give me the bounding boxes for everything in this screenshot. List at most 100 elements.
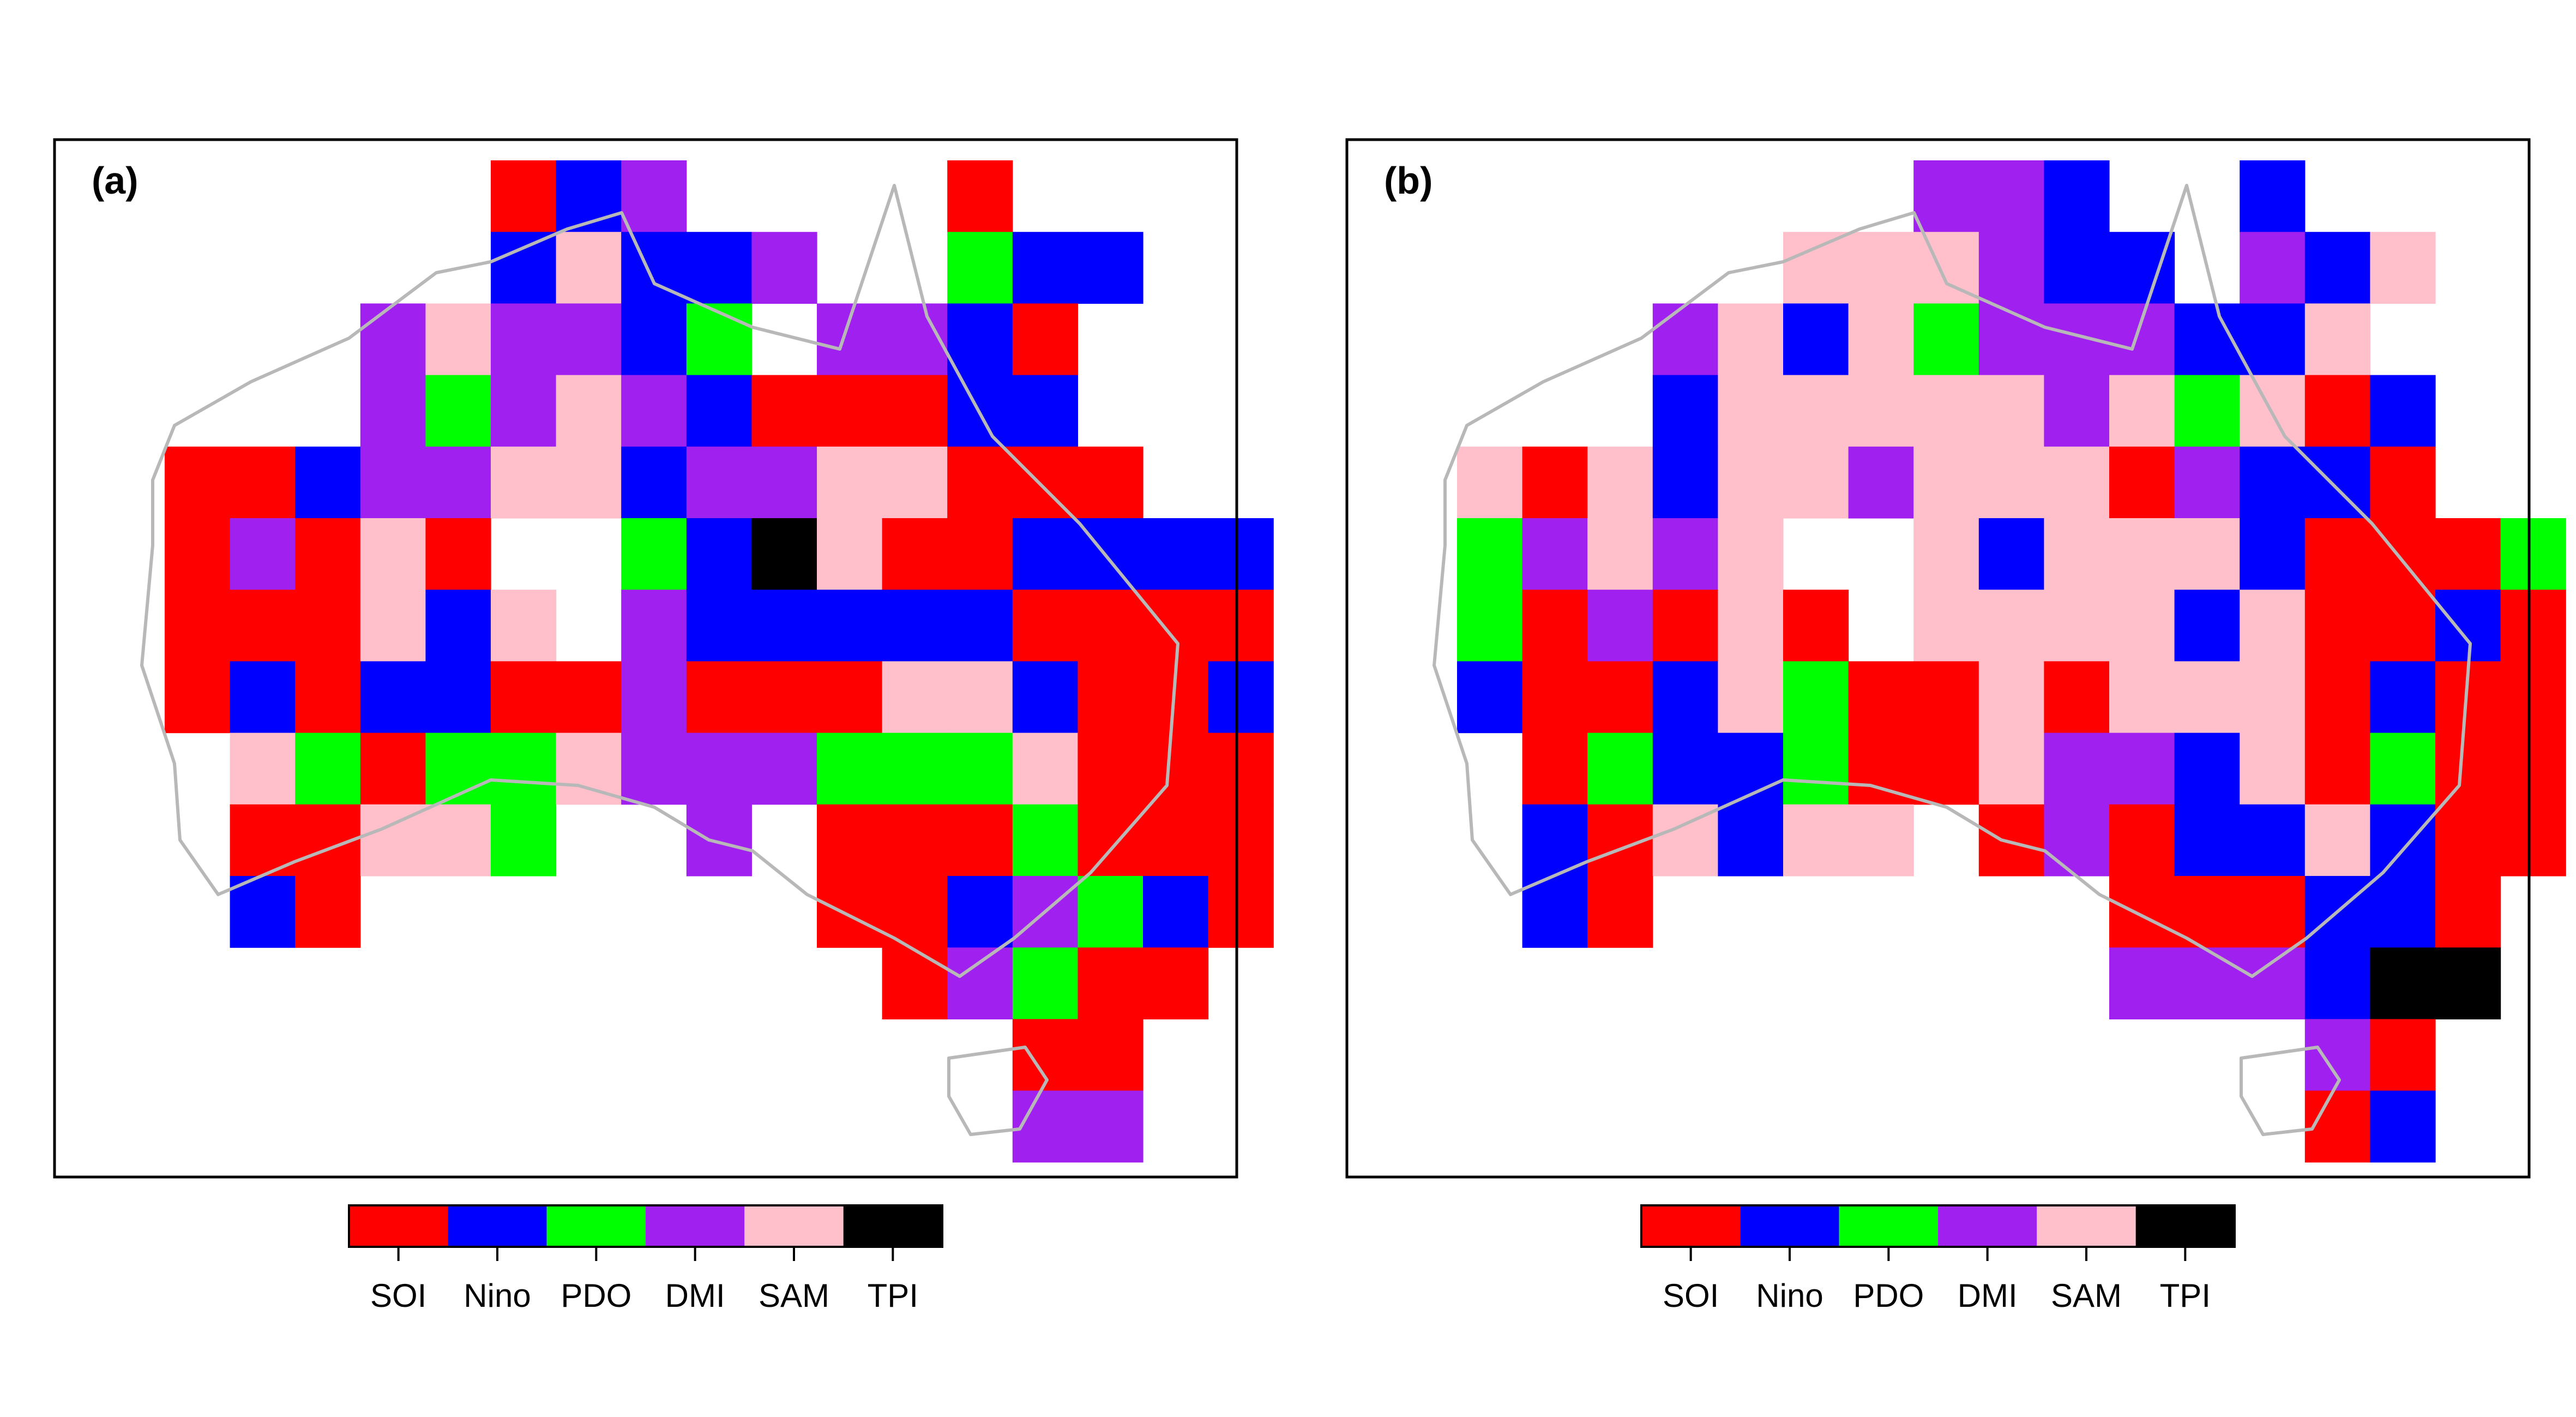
- grid-cell: [2370, 446, 2436, 519]
- grid-cell: [621, 661, 687, 734]
- grid-cell: [621, 303, 687, 376]
- grid-cell: [2304, 232, 2370, 304]
- grid-cell: [1652, 303, 1718, 376]
- grid-cell: [1913, 446, 1979, 519]
- legend-swatch: [1839, 1205, 1938, 1247]
- grid-cell: [1522, 590, 1588, 662]
- legend-label: PDO: [1853, 1277, 1924, 1314]
- grid-cell: [1718, 804, 1784, 876]
- grid-cell: [2174, 446, 2240, 519]
- grid-cell: [1978, 661, 2044, 734]
- grid-cell: [947, 232, 1013, 304]
- grid-cell: [1848, 232, 1914, 304]
- grid-cell: [817, 518, 883, 590]
- grid-cell: [425, 804, 491, 876]
- grid-cell: [2304, 1090, 2370, 1163]
- grid-cell: [686, 732, 752, 805]
- grid-cell: [1012, 303, 1078, 376]
- grid-cell: [425, 446, 491, 519]
- coastline-mainland: [1433, 184, 2472, 978]
- grid-cell: [1978, 590, 2044, 662]
- grid-cell: [1208, 661, 1274, 734]
- grid-cell: [621, 732, 687, 805]
- grid-cell: [491, 590, 557, 662]
- grid-cell: [1783, 232, 1849, 304]
- grid-cell: [2304, 303, 2370, 376]
- grid-cell: [1457, 590, 1523, 662]
- grid-cell: [1652, 446, 1718, 519]
- grid-cell: [1978, 303, 2044, 376]
- grid-cell: [1718, 303, 1784, 376]
- grid-cell: [686, 232, 752, 304]
- legend-label: Nino: [464, 1277, 531, 1314]
- grid-cell: [2240, 518, 2306, 590]
- grid-cell: [2044, 661, 2110, 734]
- grid-cell: [1652, 804, 1718, 876]
- grid-cell: [360, 518, 426, 590]
- legend-label: SAM: [2051, 1277, 2122, 1314]
- grid-cell: [1078, 661, 1143, 734]
- grid-cell: [882, 947, 948, 1019]
- grid-cell: [230, 876, 296, 948]
- grid-cell: [2174, 947, 2240, 1019]
- grid-cell: [2240, 303, 2306, 376]
- grid-cell: [1783, 661, 1849, 734]
- grid-cell: [1718, 590, 1784, 662]
- grid-cell: [2174, 518, 2240, 590]
- grid-cell: [491, 160, 557, 232]
- grid-cell: [1078, 732, 1143, 805]
- grid-cell: [2240, 590, 2306, 662]
- legend-label: DMI: [665, 1277, 725, 1314]
- grid-cell: [751, 661, 817, 734]
- grid-cell: [1522, 876, 1588, 948]
- grid-cell: [1913, 160, 1979, 232]
- grid-cell: [1848, 661, 1914, 734]
- grid-cell: [425, 303, 491, 376]
- grid-cell: [556, 375, 622, 447]
- legend-swatch: [744, 1205, 844, 1247]
- grid-cell: [2109, 590, 2175, 662]
- grid-cell: [947, 518, 1013, 590]
- grid-cell: [1587, 446, 1653, 519]
- grid-cell: [1457, 518, 1523, 590]
- grid-cell: [2044, 232, 2110, 304]
- grid-cell: [621, 590, 687, 662]
- grid-cell: [1913, 661, 1979, 734]
- grid-cell: [2174, 732, 2240, 805]
- grid-cell: [2435, 876, 2501, 948]
- grid-cell: [1078, 590, 1143, 662]
- grid-cell: [230, 590, 296, 662]
- grid-cell: [882, 518, 948, 590]
- grid-cell: [1143, 518, 1209, 590]
- grid-cell: [1012, 232, 1078, 304]
- grid-cell: [1208, 804, 1274, 876]
- grid-cell: [1652, 590, 1718, 662]
- grid-cell: [686, 303, 752, 376]
- grid-cell: [1078, 947, 1143, 1019]
- grid-cell: [1978, 732, 2044, 805]
- grid-cell: [2240, 661, 2306, 734]
- legend-label: SOI: [370, 1277, 426, 1314]
- grid-cell: [1078, 1090, 1143, 1163]
- grid-cell: [1012, 732, 1078, 805]
- grid-cell: [556, 661, 622, 734]
- grid-cell: [556, 232, 622, 304]
- grid-cell: [230, 446, 296, 519]
- grid-cell: [1522, 518, 1588, 590]
- grid-cell: [2174, 375, 2240, 447]
- grid-cell: [1587, 661, 1653, 734]
- grid-cell: [2044, 804, 2110, 876]
- legend-label: SOI: [1663, 1277, 1719, 1314]
- grid-cell: [1652, 732, 1718, 805]
- grid-cell: [2240, 732, 2306, 805]
- grid-cell: [817, 876, 883, 948]
- grid-cell: [2304, 375, 2370, 447]
- grid-cell: [2109, 947, 2175, 1019]
- grid-cell: [1078, 446, 1143, 519]
- grid-cell: [1978, 446, 2044, 519]
- grid-cell: [817, 732, 883, 805]
- grid-cell: [817, 303, 883, 376]
- legend-swatch: [1740, 1205, 1839, 1247]
- grid-cell: [1522, 661, 1588, 734]
- grid-cell: [165, 518, 231, 590]
